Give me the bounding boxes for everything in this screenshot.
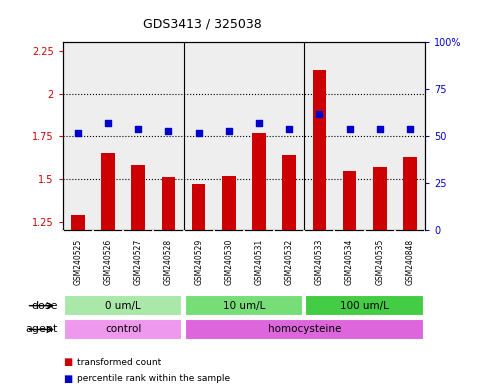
Text: 100 um/L: 100 um/L <box>340 301 389 311</box>
Text: dose: dose <box>31 301 58 311</box>
Text: percentile rank within the sample: percentile rank within the sample <box>77 374 230 383</box>
Text: 10 um/L: 10 um/L <box>223 301 265 311</box>
Text: GSM240533: GSM240533 <box>315 239 324 285</box>
Point <box>165 127 172 134</box>
Point <box>346 126 354 132</box>
Text: ■: ■ <box>63 374 72 384</box>
Text: GSM240525: GSM240525 <box>73 239 83 285</box>
Bar <box>403 157 417 230</box>
Bar <box>162 177 175 230</box>
Point <box>134 126 142 132</box>
Bar <box>343 170 356 230</box>
Bar <box>252 133 266 230</box>
Text: agent: agent <box>26 324 58 334</box>
Bar <box>101 154 115 230</box>
Point <box>255 120 263 126</box>
Point <box>406 126 414 132</box>
Text: GDS3413 / 325038: GDS3413 / 325038 <box>143 17 262 30</box>
Text: GSM240531: GSM240531 <box>255 239 264 285</box>
Text: 0 um/L: 0 um/L <box>105 301 141 311</box>
Point <box>285 126 293 132</box>
Bar <box>185 295 303 316</box>
Point <box>74 129 82 136</box>
Text: transformed count: transformed count <box>77 358 161 367</box>
Bar <box>222 175 236 230</box>
Bar <box>192 184 205 230</box>
Bar <box>64 295 183 316</box>
Text: GSM240526: GSM240526 <box>103 239 113 285</box>
Text: control: control <box>105 324 142 334</box>
Point <box>315 111 323 117</box>
Text: GSM240530: GSM240530 <box>224 239 233 285</box>
Text: GSM240527: GSM240527 <box>134 239 143 285</box>
Text: GSM240532: GSM240532 <box>284 239 294 285</box>
Point <box>376 126 384 132</box>
Bar <box>64 319 183 340</box>
Bar <box>131 166 145 230</box>
Bar <box>373 167 386 230</box>
Bar <box>185 319 424 340</box>
Text: homocysteine: homocysteine <box>268 324 341 334</box>
Text: GSM240529: GSM240529 <box>194 239 203 285</box>
Text: GSM240534: GSM240534 <box>345 239 354 285</box>
Point <box>225 127 233 134</box>
Bar <box>306 295 424 316</box>
Point <box>104 120 112 126</box>
Text: GSM240528: GSM240528 <box>164 239 173 285</box>
Bar <box>313 70 326 230</box>
Bar <box>283 155 296 230</box>
Text: GSM240535: GSM240535 <box>375 239 384 285</box>
Text: ■: ■ <box>63 358 72 367</box>
Point <box>195 129 202 136</box>
Bar <box>71 215 85 230</box>
Text: GSM240848: GSM240848 <box>405 239 414 285</box>
